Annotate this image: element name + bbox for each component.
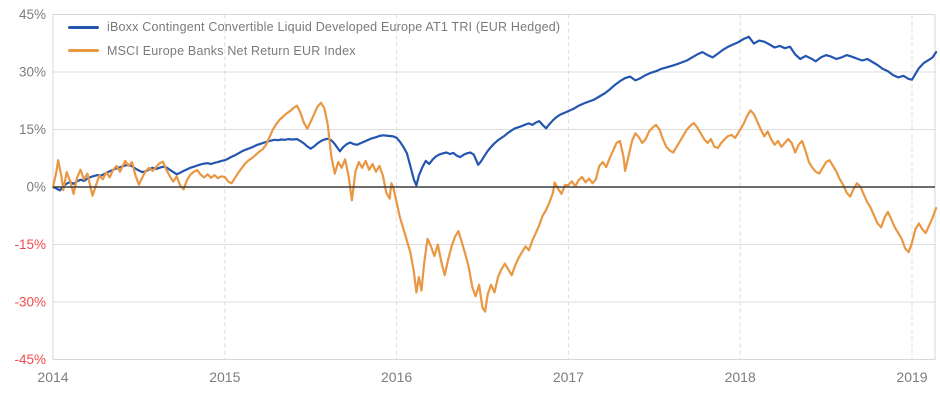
y-tick-label: 45%	[19, 7, 46, 22]
x-tick-label: 2016	[381, 369, 412, 385]
legend-item-iboxx-at1: iBoxx Contingent Convertible Liquid Deve…	[68, 21, 560, 34]
legend-item-msci-europe-banks: MSCI Europe Banks Net Return EUR Index	[68, 43, 560, 58]
legend-label-msci-europe-banks: MSCI Europe Banks Net Return EUR Index	[107, 43, 356, 58]
legend: iBoxx Contingent Convertible Liquid Deve…	[68, 21, 560, 57]
y-tick-label: 0%	[26, 180, 46, 195]
x-tick-label: 2015	[209, 369, 240, 385]
x-tick-label: 2014	[37, 369, 68, 385]
x-tick-label: 2017	[553, 369, 584, 385]
y-tick-label: 15%	[19, 122, 46, 137]
legend-label-iboxx-at1: iBoxx Contingent Convertible Liquid Deve…	[107, 20, 561, 34]
y-tick-label: -15%	[14, 237, 46, 252]
x-tick-label: 2019	[896, 369, 927, 385]
x-tick-label: 2018	[725, 369, 756, 385]
legend-line-swatch-msci-europe-banks	[68, 49, 99, 53]
y-tick-label: -30%	[14, 295, 46, 310]
y-tick-label: -45%	[14, 352, 46, 367]
series-line-msci-europe-banks	[51, 101, 938, 313]
legend-line-swatch-iboxx-at1	[68, 25, 99, 29]
y-tick-label: 30%	[19, 65, 46, 80]
series-line-iboxx-at1	[51, 35, 938, 192]
